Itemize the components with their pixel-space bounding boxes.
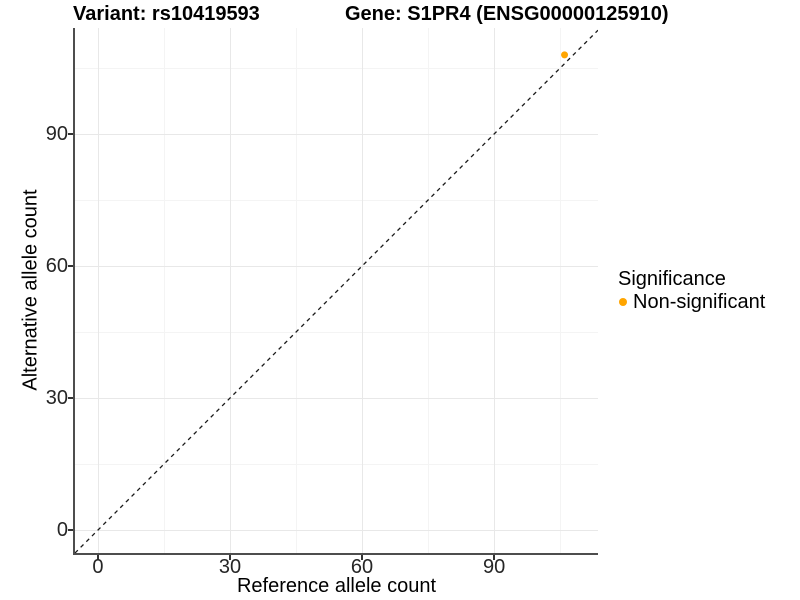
y-tick-label: 60 [45, 255, 68, 278]
y-tick-label: 30 [45, 387, 68, 410]
plot-title-variant: Variant: rs10419593 [73, 3, 260, 25]
y-tick-mark [68, 397, 73, 399]
y-major-gridline [75, 266, 598, 268]
y-major-gridline [75, 134, 598, 136]
y-tick-mark [68, 133, 73, 135]
x-major-gridline [97, 28, 99, 553]
x-tick-label: 60 [350, 556, 374, 578]
x-major-gridline [229, 28, 231, 553]
legend-point-icon [619, 298, 627, 306]
plot-panel [75, 28, 598, 553]
y-tick-mark [68, 265, 73, 267]
x-minor-gridline [295, 28, 297, 553]
legend: Significance Non-significant [614, 268, 765, 313]
y-tick-mark [68, 529, 73, 531]
identity-line [75, 29, 598, 553]
x-axis-title: Reference allele count [236, 575, 436, 597]
y-minor-gridline [75, 200, 598, 202]
y-axis-line [73, 28, 75, 555]
y-tick-label: 0 [56, 519, 68, 542]
legend-title: Significance [618, 268, 726, 290]
y-major-gridline [75, 398, 598, 400]
y-axis-title: Alternative allele count [19, 189, 42, 391]
x-minor-gridline [163, 28, 165, 553]
y-minor-gridline [75, 464, 598, 466]
plot-title-gene: Gene: S1PR4 (ENSG00000125910) [345, 3, 669, 25]
x-minor-gridline [428, 28, 430, 553]
y-major-gridline [75, 530, 598, 532]
y-tick-label: 90 [45, 123, 68, 146]
x-minor-gridline [560, 28, 562, 553]
plot-layer [75, 29, 598, 553]
x-tick-mark [493, 555, 495, 560]
x-tick-mark [229, 555, 231, 560]
x-axis-line [73, 553, 598, 555]
y-minor-gridline [75, 332, 598, 334]
x-major-gridline [494, 28, 496, 553]
legend-item-label: Non-significant [633, 291, 766, 313]
y-minor-gridline [75, 68, 598, 70]
x-tick-mark [97, 555, 99, 560]
x-tick-label: 90 [482, 556, 506, 578]
x-tick-label: 30 [218, 556, 242, 578]
legend-item-non-significant: Non-significant [619, 291, 765, 313]
data-point [561, 51, 569, 59]
x-tick-label: 0 [92, 556, 104, 578]
x-tick-mark [361, 555, 363, 560]
x-major-gridline [362, 28, 364, 553]
